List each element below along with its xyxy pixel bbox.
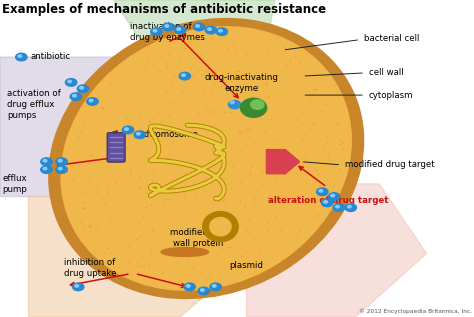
Circle shape [75, 285, 79, 287]
Text: © 2012 Encyclopaedia Britannica, Inc.: © 2012 Encyclopaedia Britannica, Inc. [359, 309, 472, 314]
Circle shape [68, 80, 72, 83]
Circle shape [198, 287, 210, 295]
Circle shape [122, 126, 134, 134]
Circle shape [177, 28, 181, 30]
Circle shape [345, 204, 356, 211]
Circle shape [317, 188, 328, 196]
Text: plasmid: plasmid [229, 261, 264, 270]
Circle shape [56, 166, 67, 173]
Circle shape [182, 74, 185, 76]
Circle shape [328, 193, 340, 200]
Circle shape [73, 283, 84, 291]
Circle shape [89, 99, 93, 102]
Ellipse shape [61, 27, 351, 290]
Text: efflux
pump: efflux pump [2, 174, 27, 194]
Circle shape [16, 53, 27, 61]
Polygon shape [266, 150, 300, 174]
Circle shape [70, 93, 82, 100]
Circle shape [56, 158, 67, 165]
Circle shape [201, 289, 204, 291]
Circle shape [184, 283, 195, 291]
Circle shape [212, 285, 216, 287]
Circle shape [186, 285, 190, 287]
Circle shape [219, 29, 222, 32]
Text: antibiotic: antibiotic [31, 52, 71, 61]
Circle shape [151, 28, 162, 36]
Circle shape [319, 190, 323, 192]
Circle shape [216, 28, 228, 36]
Circle shape [179, 72, 191, 80]
Circle shape [324, 201, 328, 203]
Circle shape [336, 205, 339, 208]
Circle shape [321, 199, 333, 207]
Circle shape [165, 25, 169, 27]
Text: activation of
drug efflux
pumps: activation of drug efflux pumps [7, 89, 61, 120]
Circle shape [193, 23, 205, 31]
Circle shape [73, 94, 76, 97]
Circle shape [210, 283, 221, 291]
Text: alteration of drug target: alteration of drug target [268, 196, 388, 205]
FancyBboxPatch shape [107, 133, 125, 162]
Circle shape [18, 55, 22, 57]
Circle shape [163, 23, 174, 31]
Polygon shape [0, 57, 152, 197]
Circle shape [228, 100, 241, 109]
Circle shape [80, 87, 83, 89]
Circle shape [347, 205, 351, 208]
Circle shape [208, 28, 211, 30]
Circle shape [196, 25, 200, 27]
Text: cell wall: cell wall [369, 68, 403, 77]
Polygon shape [114, 0, 275, 101]
Circle shape [43, 159, 47, 162]
Text: inactivation of
drug by enzymes: inactivation of drug by enzymes [130, 22, 205, 42]
Circle shape [174, 26, 186, 34]
Circle shape [77, 85, 89, 93]
Circle shape [134, 131, 146, 139]
Circle shape [58, 159, 62, 162]
Ellipse shape [161, 248, 209, 256]
Circle shape [333, 204, 345, 211]
Text: cytoplasm: cytoplasm [369, 91, 413, 100]
Circle shape [41, 158, 52, 165]
Ellipse shape [202, 212, 238, 242]
Polygon shape [246, 184, 427, 317]
Circle shape [230, 101, 234, 104]
Circle shape [58, 167, 62, 170]
Text: modified drug target: modified drug target [345, 160, 435, 169]
Text: modified cell
wall protein: modified cell wall protein [170, 228, 226, 248]
Circle shape [331, 194, 335, 197]
Ellipse shape [210, 217, 231, 236]
Text: drug-inactivating
enzyme: drug-inactivating enzyme [205, 73, 279, 93]
Circle shape [43, 167, 47, 170]
Ellipse shape [251, 100, 264, 109]
Circle shape [87, 98, 98, 105]
Text: chromosome: chromosome [143, 130, 199, 139]
Circle shape [137, 133, 140, 135]
Text: bacterial cell: bacterial cell [364, 34, 419, 43]
Circle shape [41, 166, 52, 173]
Text: Examples of mechanisms of antibiotic resistance: Examples of mechanisms of antibiotic res… [2, 3, 327, 16]
Circle shape [205, 26, 217, 34]
Ellipse shape [49, 19, 364, 298]
Polygon shape [28, 197, 246, 317]
Circle shape [153, 29, 157, 32]
Text: inhibition of
drug uptake: inhibition of drug uptake [64, 258, 116, 278]
Circle shape [125, 128, 128, 130]
Ellipse shape [240, 98, 266, 117]
Circle shape [65, 79, 77, 86]
